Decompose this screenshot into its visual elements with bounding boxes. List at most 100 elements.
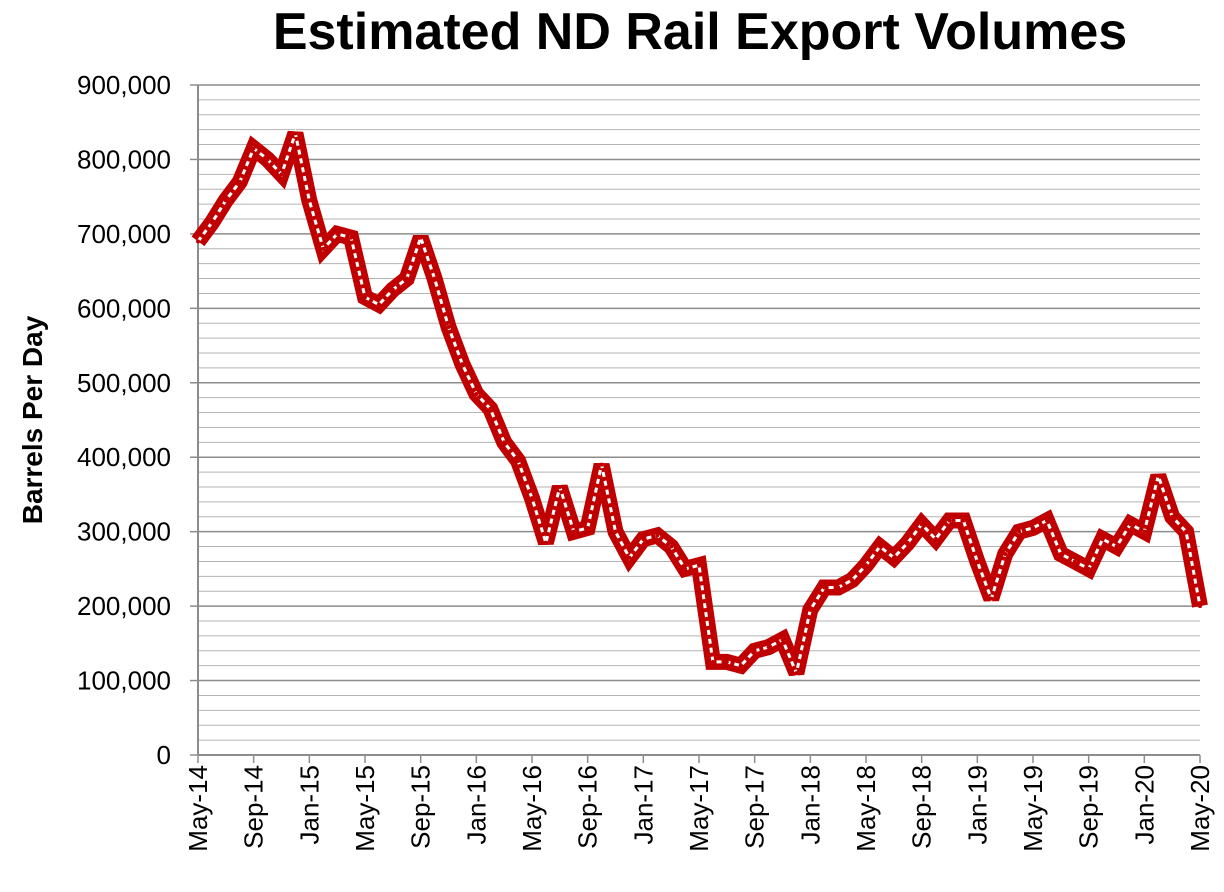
data-point [613, 529, 618, 534]
x-tick-label: Jan-15 [294, 765, 324, 845]
x-tick-label: May-17 [684, 765, 714, 852]
data-point [196, 239, 200, 244]
y-tick-label: 200,000 [77, 591, 171, 621]
data-point [947, 518, 952, 523]
y-tick-label: 400,000 [77, 442, 171, 472]
data-point [877, 544, 882, 549]
data-point [989, 596, 994, 601]
data-point [1017, 529, 1022, 534]
data-point [710, 659, 715, 664]
data-point [905, 540, 910, 545]
x-tick-label: Jan-16 [461, 765, 491, 845]
data-point [1003, 552, 1008, 556]
x-tick-label: May-14 [183, 765, 213, 852]
data-point [209, 220, 214, 225]
data-point [474, 391, 479, 396]
data-point [432, 276, 437, 281]
data-point [557, 485, 562, 489]
data-point [460, 362, 465, 367]
data-point [293, 131, 298, 136]
x-tick-label: Sep-19 [1074, 765, 1104, 849]
data-point [349, 235, 354, 240]
data-point [1072, 559, 1077, 564]
x-tick-label: Jan-18 [795, 765, 825, 845]
y-tick-label: 800,000 [77, 144, 171, 174]
data-point [279, 172, 284, 177]
data-point [808, 607, 813, 612]
data-point [780, 637, 785, 642]
data-point [794, 671, 799, 676]
y-tick-label: 0 [157, 740, 171, 770]
y-tick-label: 300,000 [77, 517, 171, 547]
data-point [265, 157, 270, 162]
y-tick-label: 900,000 [77, 70, 171, 100]
data-point [1100, 537, 1105, 542]
data-point [1031, 525, 1035, 530]
data-point [683, 566, 688, 571]
data-point [822, 585, 827, 590]
axes [190, 84, 1201, 763]
data-point [376, 302, 381, 307]
data-point [488, 406, 493, 411]
data-point [724, 659, 729, 664]
x-tick-label: May-20 [1185, 765, 1215, 852]
data-point [363, 295, 367, 300]
data-point [237, 179, 242, 184]
chart-title: Estimated ND Rail Export Volumes [272, 3, 1128, 61]
x-tick-label: Sep-17 [740, 765, 770, 849]
data-point [502, 440, 507, 445]
data-point [543, 540, 548, 545]
data-point [655, 533, 660, 538]
data-point [975, 559, 980, 564]
x-tick-label: Jan-20 [1129, 765, 1159, 845]
data-point [1128, 522, 1133, 527]
y-tick-label: 700,000 [77, 219, 171, 249]
data-point [321, 246, 326, 251]
x-tick-label: Sep-16 [573, 765, 603, 849]
data-point [669, 544, 674, 549]
data-point [1170, 514, 1175, 519]
data-point [335, 231, 340, 236]
data-point [404, 276, 409, 281]
data-point [627, 555, 632, 560]
data-point [1086, 566, 1091, 571]
data-point [516, 458, 521, 463]
data-point [1184, 529, 1189, 534]
y-axis-title: Barrels Per Day [17, 315, 48, 524]
x-tick-label: Sep-14 [239, 765, 269, 849]
data-point [307, 198, 312, 203]
data-point [850, 578, 855, 583]
y-tick-label: 500,000 [77, 368, 171, 398]
data-point [223, 198, 228, 203]
series-line-outer [191, 130, 1208, 677]
data-point [752, 648, 757, 653]
data-point [738, 663, 743, 668]
major-gridlines [198, 84, 1200, 682]
data-point [697, 563, 701, 568]
data-point [891, 555, 896, 560]
data-point [599, 462, 604, 467]
data-point [1114, 544, 1119, 549]
data-point [766, 645, 771, 650]
data-point [390, 287, 395, 292]
minor-gridlines [198, 99, 1200, 741]
y-tick-label: 100,000 [77, 666, 171, 696]
data-point [585, 525, 590, 530]
data-point [919, 522, 924, 527]
x-tick-label: May-15 [350, 765, 380, 852]
x-tick-label: Sep-18 [907, 765, 937, 849]
data-point [836, 585, 841, 590]
data-point [1142, 529, 1147, 534]
y-tick-label: 600,000 [77, 293, 171, 323]
data-point [530, 496, 534, 501]
data-point [864, 563, 868, 568]
data-point [418, 235, 423, 240]
data-point [961, 518, 966, 523]
x-tick-label: May-18 [851, 765, 881, 852]
data-point [1156, 473, 1161, 478]
data-point [641, 537, 646, 542]
x-tick-label: May-19 [1018, 765, 1048, 852]
x-tick-label: Jan-17 [628, 765, 658, 845]
data-point [1198, 604, 1202, 609]
